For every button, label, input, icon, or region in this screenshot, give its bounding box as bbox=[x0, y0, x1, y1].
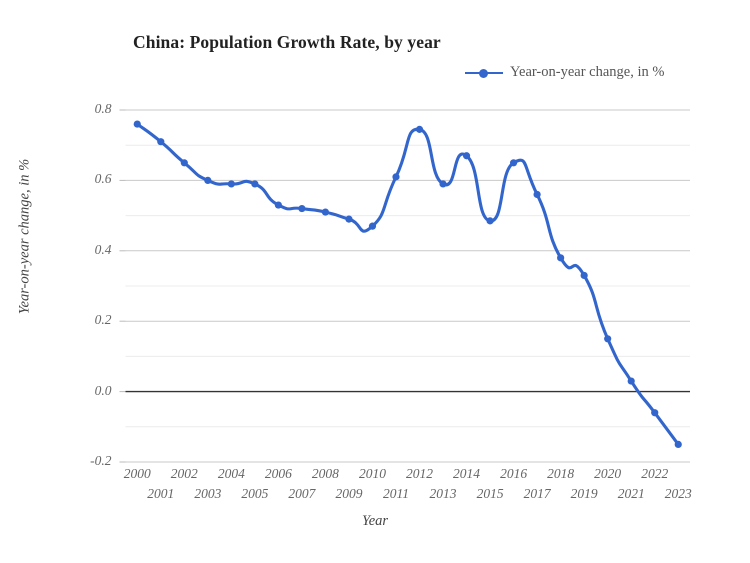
x-axis-tick-label: 2023 bbox=[664, 486, 692, 501]
chart-title: China: Population Growth Rate, by year bbox=[133, 32, 441, 52]
x-axis-tick-label: 2019 bbox=[570, 486, 598, 501]
x-axis-title: Year bbox=[361, 513, 389, 529]
y-axis-tick-label: 0.6 bbox=[94, 171, 112, 187]
axis-tickmarks bbox=[119, 109, 126, 463]
chart-legend: Year-on-year change, in % bbox=[465, 64, 664, 81]
x-axis-tick-label: 2004 bbox=[217, 466, 245, 481]
x-axis-tick-label: 2003 bbox=[194, 486, 222, 501]
y-axis-tick-label: 0.2 bbox=[94, 312, 112, 328]
x-axis-tick-label: 2009 bbox=[335, 486, 363, 501]
series-line bbox=[135, 122, 680, 446]
x-axis-tick-label: 2002 bbox=[170, 466, 198, 481]
x-axis-tick-label: 2013 bbox=[429, 486, 457, 501]
y-axis-tick-label: -0.2 bbox=[90, 453, 112, 468]
x-axis-tick-label: 2005 bbox=[241, 486, 269, 501]
y-axis-tick-label: 0.0 bbox=[94, 382, 112, 398]
x-axis-tick-label: 2015 bbox=[476, 486, 504, 501]
x-axis-tick-label: 2006 bbox=[264, 466, 292, 481]
x-axis-tick-label: 2007 bbox=[288, 486, 316, 501]
legend-line-marker-icon bbox=[465, 67, 503, 79]
x-axis-tick-label: 2012 bbox=[406, 466, 433, 481]
x-axis-tick-label: 2014 bbox=[453, 466, 481, 481]
y-axis-tick-label: 0.4 bbox=[94, 241, 112, 257]
x-axis-tick-label: 2010 bbox=[358, 466, 386, 481]
x-axis-tick-label: 2011 bbox=[382, 486, 409, 501]
x-axis-tick-label: 2021 bbox=[617, 486, 645, 501]
series-markers bbox=[133, 120, 682, 448]
legend-item-label: Year-on-year change, in % bbox=[510, 64, 665, 80]
x-axis-tick-label: 2016 bbox=[500, 466, 528, 481]
major-gridlines bbox=[125, 109, 690, 463]
x-axis-tick-label: 2008 bbox=[311, 466, 339, 481]
x-axis-tick-label: 2018 bbox=[547, 466, 575, 481]
x-axis-tick-label: 2020 bbox=[594, 466, 622, 481]
x-axis-tick-label: 2001 bbox=[147, 486, 175, 501]
x-axis-tick-label: 2000 bbox=[123, 466, 151, 481]
x-axis-tick-label: 2017 bbox=[523, 486, 551, 501]
y-axis-title: Year-on-year change, in % bbox=[16, 158, 33, 315]
x-axis-tick-label: 2022 bbox=[641, 466, 669, 481]
y-axis-tick-label: 0.8 bbox=[94, 101, 112, 116]
minor-gridlines bbox=[125, 144, 690, 428]
